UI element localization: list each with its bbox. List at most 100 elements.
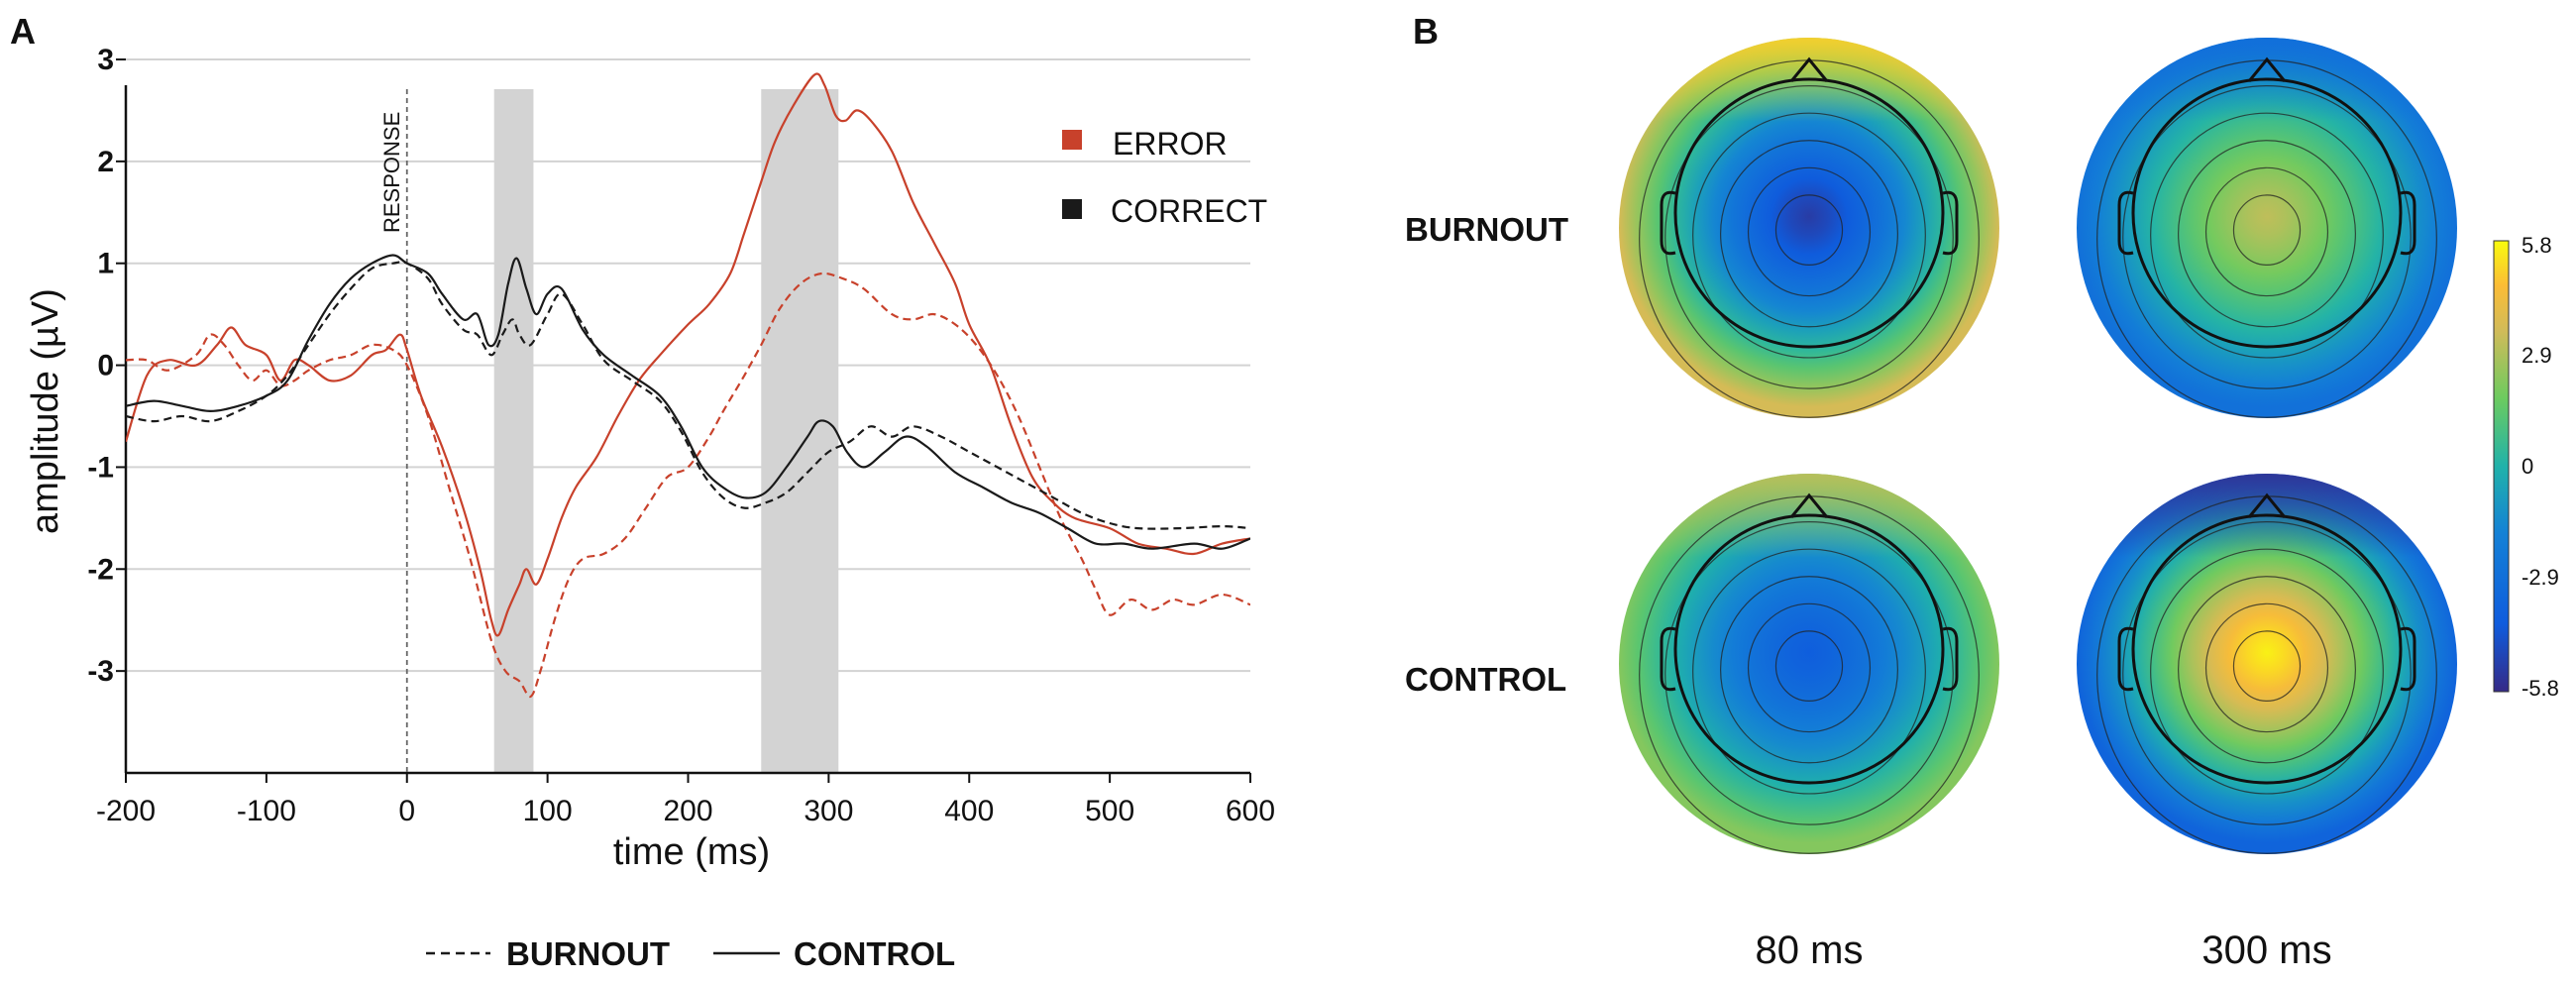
legend-correct-label: CORRECT — [1111, 193, 1267, 229]
x-tick-label: 200 — [663, 795, 712, 827]
shaded-window — [493, 89, 534, 773]
response-label: RESPONSE — [379, 112, 404, 233]
x-tick-label: 600 — [1226, 795, 1275, 827]
series-line-error-control — [126, 72, 1250, 637]
y-tick-label: -1 — [87, 451, 114, 484]
nose-outline — [2247, 492, 2287, 518]
condition-legend: ERROR CORRECT — [1062, 126, 1267, 229]
contour-line — [2122, 521, 2412, 825]
topomap-control-300ms — [2077, 474, 2457, 854]
panel-a-label: A — [10, 11, 36, 52]
contour-line — [1664, 85, 1954, 389]
right-ear-outline — [2400, 626, 2416, 692]
contour-line — [2204, 166, 2329, 297]
contour-line — [1747, 166, 1872, 297]
contour-line — [2150, 548, 2384, 795]
topomap-burnout-80ms — [1619, 38, 1999, 418]
topomap-frontal-shading — [2077, 474, 2457, 854]
x-tick-label: 0 — [398, 795, 415, 827]
y-tick-label: 3 — [97, 44, 114, 76]
nose-outline — [2247, 56, 2287, 82]
contour-line — [1774, 194, 1844, 267]
response-marker: RESPONSE — [379, 89, 408, 773]
gridlines — [126, 58, 1250, 673]
colorbar-tick-high: 2.9 — [2522, 343, 2552, 368]
colorbar-gradient — [2493, 240, 2510, 693]
x-tick-label: 100 — [523, 795, 573, 827]
contour-line — [2232, 194, 2302, 267]
row-label-burnout: BURNOUT — [1405, 211, 1568, 248]
series-line-correct-burnout — [126, 261, 1250, 530]
y-tick-label: 2 — [97, 146, 114, 178]
legend-burnout-label: BURNOUT — [506, 935, 670, 972]
nose-outline — [1789, 492, 1829, 518]
y-tick-label: -3 — [87, 655, 114, 688]
legend-correct-swatch — [1062, 199, 1082, 219]
x-tick-label: 400 — [944, 795, 994, 827]
right-ear-outline — [2400, 190, 2416, 256]
x-tick-label: 300 — [804, 795, 853, 827]
contour-line — [2178, 576, 2356, 764]
nose-outline — [1789, 56, 1829, 82]
col-label-80ms: 80 ms — [1756, 929, 1864, 972]
head-outline — [1673, 77, 1945, 349]
shaded-windows — [493, 89, 839, 773]
colorbar-tick-zero: 0 — [2522, 454, 2533, 479]
colorbar: 5.8 2.9 0 -2.9 -5.8 — [2493, 233, 2559, 701]
contour-line — [2150, 112, 2384, 359]
x-tick-label: -200 — [96, 795, 156, 827]
legend-error-swatch — [1062, 130, 1082, 150]
colorbar-tick-min: -5.8 — [2522, 676, 2559, 701]
contour-line — [2204, 602, 2329, 733]
x-tick-labels: -200 -100 0 100 200 300 400 500 600 — [96, 773, 1275, 827]
y-axis-label: amplitude (µV) — [25, 288, 66, 534]
right-ear-outline — [1942, 626, 1959, 692]
contour-line — [1720, 576, 1898, 764]
row-label-control: CONTROL — [1405, 661, 1566, 698]
panel-b-label: B — [1413, 11, 1439, 52]
contour-line — [1774, 630, 1844, 703]
right-ear-outline — [1942, 190, 1959, 256]
left-ear-outline — [2117, 190, 2134, 256]
contour-line — [2232, 630, 2302, 703]
erp-line-chart: -200 -100 0 100 200 300 400 500 600 3 2 1 0 -1 -2 -3 R… — [25, 44, 1275, 972]
x-tick-label: 500 — [1085, 795, 1134, 827]
topomap-panel: BURNOUT CONTROL 80 ms 300 ms 5.8 2.9 0 -… — [1405, 38, 2559, 972]
colorbar-tick-max: 5.8 — [2522, 233, 2552, 258]
series-lines — [126, 72, 1250, 699]
axes — [124, 85, 1250, 775]
legend-control-label: CONTROL — [794, 935, 955, 972]
group-legend: BURNOUT CONTROL — [426, 935, 955, 972]
left-ear-outline — [1660, 626, 1676, 692]
colorbar-tick-low: -2.9 — [2522, 565, 2559, 590]
contour-line — [2178, 140, 2356, 328]
y-tick-label: 0 — [97, 350, 114, 383]
y-tick-label: 1 — [97, 248, 114, 280]
head-outline — [2131, 77, 2403, 349]
left-ear-outline — [2117, 626, 2134, 692]
x-axis-label: time (ms) — [613, 831, 770, 873]
topomap-control-80ms — [1619, 474, 1999, 854]
legend-error-label: ERROR — [1113, 126, 1228, 162]
col-label-300ms: 300 ms — [2201, 929, 2331, 972]
series-line-correct-control — [126, 254, 1250, 550]
series-line-error-burnout — [126, 272, 1250, 699]
contour-line — [1692, 112, 1926, 359]
y-tick-label: -2 — [87, 553, 114, 586]
head-outline — [1673, 513, 1945, 785]
contour-line — [2122, 85, 2412, 389]
y-tick-labels: 3 2 1 0 -1 -2 -3 — [87, 44, 126, 688]
contour-line — [1720, 140, 1898, 328]
topomap-burnout-300ms — [2077, 38, 2457, 418]
contour-line — [1747, 602, 1872, 733]
topomap-frontal-shading — [2077, 38, 2457, 418]
x-tick-label: -100 — [237, 795, 296, 827]
topomap-frontal-shading — [1619, 38, 1999, 418]
topomap-frontal-shading — [1619, 474, 1999, 854]
contour-line — [1664, 521, 1954, 825]
left-ear-outline — [1660, 190, 1676, 256]
shaded-window — [761, 89, 839, 773]
head-outline — [2131, 513, 2403, 785]
contour-line — [1692, 548, 1926, 795]
